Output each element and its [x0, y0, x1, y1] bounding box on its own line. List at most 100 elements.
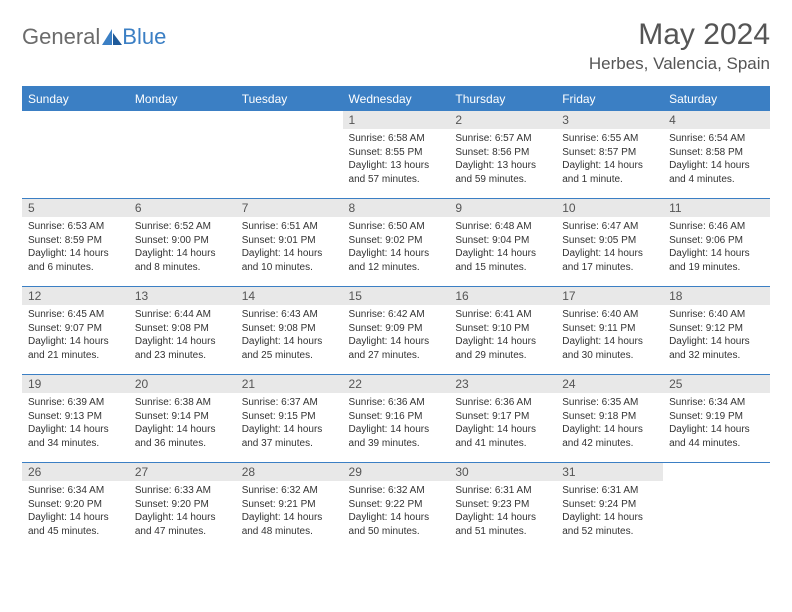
- calendar-day-cell: 3Sunrise: 6:55 AMSunset: 8:57 PMDaylight…: [556, 111, 663, 199]
- day-number: 31: [556, 463, 663, 481]
- day-number: 10: [556, 199, 663, 217]
- day-number: 3: [556, 111, 663, 129]
- day-number: 12: [22, 287, 129, 305]
- sunrise-line: Sunrise: 6:38 AM: [135, 396, 230, 410]
- daylight-line: Daylight: 14 hours and 25 minutes.: [242, 335, 337, 362]
- calendar-day-cell: 5Sunrise: 6:53 AMSunset: 8:59 PMDaylight…: [22, 199, 129, 287]
- day-details: Sunrise: 6:53 AMSunset: 8:59 PMDaylight:…: [22, 217, 129, 280]
- calendar-day-cell: 15Sunrise: 6:42 AMSunset: 9:09 PMDayligh…: [343, 287, 450, 375]
- day-number: 4: [663, 111, 770, 129]
- calendar-day-cell: 30Sunrise: 6:31 AMSunset: 9:23 PMDayligh…: [449, 463, 556, 551]
- day-details: Sunrise: 6:32 AMSunset: 9:21 PMDaylight:…: [236, 481, 343, 544]
- sunrise-line: Sunrise: 6:32 AM: [349, 484, 444, 498]
- day-details: Sunrise: 6:46 AMSunset: 9:06 PMDaylight:…: [663, 217, 770, 280]
- daylight-line: Daylight: 14 hours and 51 minutes.: [455, 511, 550, 538]
- sunset-line: Sunset: 9:09 PM: [349, 322, 444, 336]
- sunset-line: Sunset: 9:13 PM: [28, 410, 123, 424]
- daylight-line: Daylight: 14 hours and 17 minutes.: [562, 247, 657, 274]
- title-block: May 2024 Herbes, Valencia, Spain: [589, 18, 770, 74]
- daylight-line: Daylight: 14 hours and 4 minutes.: [669, 159, 764, 186]
- day-number: 25: [663, 375, 770, 393]
- calendar-day-cell: 9Sunrise: 6:48 AMSunset: 9:04 PMDaylight…: [449, 199, 556, 287]
- calendar-day-cell: 19Sunrise: 6:39 AMSunset: 9:13 PMDayligh…: [22, 375, 129, 463]
- day-number: 5: [22, 199, 129, 217]
- day-number: 23: [449, 375, 556, 393]
- weekday-header: Saturday: [663, 87, 770, 111]
- day-details: Sunrise: 6:31 AMSunset: 9:23 PMDaylight:…: [449, 481, 556, 544]
- daylight-line: Daylight: 14 hours and 34 minutes.: [28, 423, 123, 450]
- sunset-line: Sunset: 9:08 PM: [135, 322, 230, 336]
- daylight-line: Daylight: 14 hours and 32 minutes.: [669, 335, 764, 362]
- sunrise-line: Sunrise: 6:42 AM: [349, 308, 444, 322]
- calendar-week-row: 12Sunrise: 6:45 AMSunset: 9:07 PMDayligh…: [22, 287, 770, 375]
- daylight-line: Daylight: 14 hours and 23 minutes.: [135, 335, 230, 362]
- day-number: [22, 111, 129, 129]
- sunset-line: Sunset: 9:02 PM: [349, 234, 444, 248]
- calendar-day-cell: 31Sunrise: 6:31 AMSunset: 9:24 PMDayligh…: [556, 463, 663, 551]
- day-details: Sunrise: 6:40 AMSunset: 9:12 PMDaylight:…: [663, 305, 770, 368]
- daylight-line: Daylight: 14 hours and 41 minutes.: [455, 423, 550, 450]
- calendar-day-cell: 29Sunrise: 6:32 AMSunset: 9:22 PMDayligh…: [343, 463, 450, 551]
- day-details: Sunrise: 6:48 AMSunset: 9:04 PMDaylight:…: [449, 217, 556, 280]
- calendar-body: 1Sunrise: 6:58 AMSunset: 8:55 PMDaylight…: [22, 111, 770, 551]
- sunrise-line: Sunrise: 6:33 AM: [135, 484, 230, 498]
- sunrise-line: Sunrise: 6:32 AM: [242, 484, 337, 498]
- sunset-line: Sunset: 9:04 PM: [455, 234, 550, 248]
- day-details: Sunrise: 6:58 AMSunset: 8:55 PMDaylight:…: [343, 129, 450, 192]
- calendar-day-cell: 18Sunrise: 6:40 AMSunset: 9:12 PMDayligh…: [663, 287, 770, 375]
- sunset-line: Sunset: 9:24 PM: [562, 498, 657, 512]
- calendar-day-cell: 2Sunrise: 6:57 AMSunset: 8:56 PMDaylight…: [449, 111, 556, 199]
- calendar-week-row: 1Sunrise: 6:58 AMSunset: 8:55 PMDaylight…: [22, 111, 770, 199]
- calendar-table: SundayMondayTuesdayWednesdayThursdayFrid…: [22, 86, 770, 551]
- sunset-line: Sunset: 9:21 PM: [242, 498, 337, 512]
- sunrise-line: Sunrise: 6:52 AM: [135, 220, 230, 234]
- sunset-line: Sunset: 9:06 PM: [669, 234, 764, 248]
- day-details: Sunrise: 6:52 AMSunset: 9:00 PMDaylight:…: [129, 217, 236, 280]
- calendar-day-cell: 10Sunrise: 6:47 AMSunset: 9:05 PMDayligh…: [556, 199, 663, 287]
- header: General Blue May 2024 Herbes, Valencia, …: [22, 18, 770, 74]
- weekday-header: Wednesday: [343, 87, 450, 111]
- daylight-line: Daylight: 14 hours and 29 minutes.: [455, 335, 550, 362]
- calendar-day-cell: 6Sunrise: 6:52 AMSunset: 9:00 PMDaylight…: [129, 199, 236, 287]
- calendar-day-cell: 28Sunrise: 6:32 AMSunset: 9:21 PMDayligh…: [236, 463, 343, 551]
- calendar-day-cell: 26Sunrise: 6:34 AMSunset: 9:20 PMDayligh…: [22, 463, 129, 551]
- daylight-line: Daylight: 14 hours and 10 minutes.: [242, 247, 337, 274]
- sunrise-line: Sunrise: 6:37 AM: [242, 396, 337, 410]
- daylight-line: Daylight: 14 hours and 36 minutes.: [135, 423, 230, 450]
- daylight-line: Daylight: 14 hours and 44 minutes.: [669, 423, 764, 450]
- daylight-line: Daylight: 14 hours and 15 minutes.: [455, 247, 550, 274]
- sunrise-line: Sunrise: 6:55 AM: [562, 132, 657, 146]
- day-details: Sunrise: 6:57 AMSunset: 8:56 PMDaylight:…: [449, 129, 556, 192]
- day-number: 7: [236, 199, 343, 217]
- sunrise-line: Sunrise: 6:34 AM: [669, 396, 764, 410]
- day-number: 29: [343, 463, 450, 481]
- sunrise-line: Sunrise: 6:51 AM: [242, 220, 337, 234]
- day-number: 2: [449, 111, 556, 129]
- sunrise-line: Sunrise: 6:35 AM: [562, 396, 657, 410]
- daylight-line: Daylight: 14 hours and 6 minutes.: [28, 247, 123, 274]
- sunrise-line: Sunrise: 6:58 AM: [349, 132, 444, 146]
- sunset-line: Sunset: 9:12 PM: [669, 322, 764, 336]
- day-details: Sunrise: 6:43 AMSunset: 9:08 PMDaylight:…: [236, 305, 343, 368]
- daylight-line: Daylight: 14 hours and 52 minutes.: [562, 511, 657, 538]
- day-number: 16: [449, 287, 556, 305]
- weekday-header: Tuesday: [236, 87, 343, 111]
- calendar-day-cell: 1Sunrise: 6:58 AMSunset: 8:55 PMDaylight…: [343, 111, 450, 199]
- daylight-line: Daylight: 14 hours and 47 minutes.: [135, 511, 230, 538]
- calendar-day-cell: 11Sunrise: 6:46 AMSunset: 9:06 PMDayligh…: [663, 199, 770, 287]
- day-number: 17: [556, 287, 663, 305]
- day-number: 14: [236, 287, 343, 305]
- daylight-line: Daylight: 14 hours and 8 minutes.: [135, 247, 230, 274]
- calendar-day-cell: 16Sunrise: 6:41 AMSunset: 9:10 PMDayligh…: [449, 287, 556, 375]
- sunset-line: Sunset: 9:14 PM: [135, 410, 230, 424]
- logo-sail-icon: [102, 29, 122, 45]
- day-number: 6: [129, 199, 236, 217]
- day-details: Sunrise: 6:42 AMSunset: 9:09 PMDaylight:…: [343, 305, 450, 368]
- sunrise-line: Sunrise: 6:53 AM: [28, 220, 123, 234]
- daylight-line: Daylight: 14 hours and 21 minutes.: [28, 335, 123, 362]
- sunset-line: Sunset: 9:23 PM: [455, 498, 550, 512]
- sunrise-line: Sunrise: 6:43 AM: [242, 308, 337, 322]
- calendar-day-cell: 7Sunrise: 6:51 AMSunset: 9:01 PMDaylight…: [236, 199, 343, 287]
- day-number: 30: [449, 463, 556, 481]
- sunset-line: Sunset: 9:11 PM: [562, 322, 657, 336]
